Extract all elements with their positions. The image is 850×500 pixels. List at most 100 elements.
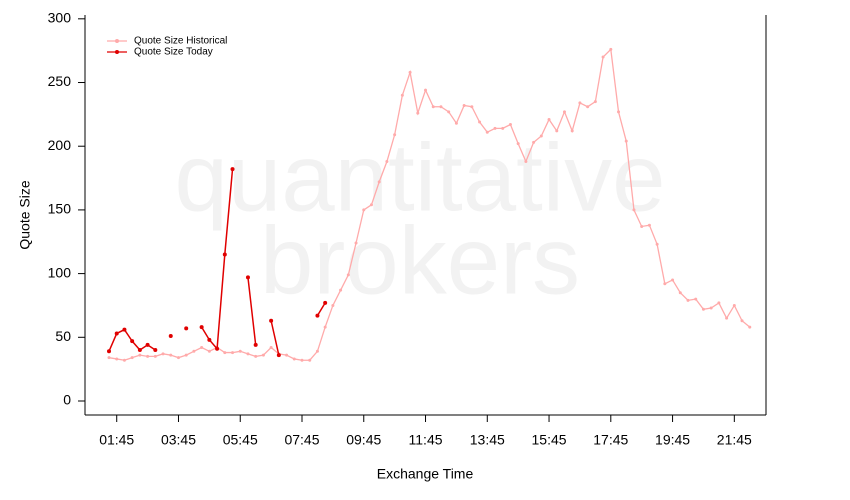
point xyxy=(501,126,505,130)
point xyxy=(222,252,227,257)
point xyxy=(508,123,512,127)
point xyxy=(192,349,196,353)
x-tick-label: 15:45 xyxy=(532,432,567,448)
point xyxy=(377,180,381,184)
point xyxy=(362,208,366,212)
x-tick-label: 09:45 xyxy=(346,432,381,448)
x-tick-label: 11:45 xyxy=(409,432,443,448)
point xyxy=(269,345,273,349)
point xyxy=(207,337,212,342)
point xyxy=(516,142,520,146)
point xyxy=(199,325,204,330)
y-tick-label: 100 xyxy=(48,264,72,280)
point xyxy=(562,110,566,114)
point xyxy=(200,345,204,349)
point xyxy=(655,242,659,246)
point xyxy=(215,346,220,351)
point xyxy=(130,339,135,344)
point xyxy=(146,354,150,358)
point xyxy=(138,353,142,357)
point xyxy=(416,111,420,115)
point xyxy=(145,342,150,347)
x-tick-label: 13:45 xyxy=(470,432,505,448)
point xyxy=(130,356,134,360)
point xyxy=(717,301,721,305)
point xyxy=(323,300,328,305)
x-axis-label: Exchange Time xyxy=(377,466,474,482)
x-tick-label: 07:45 xyxy=(284,432,319,448)
point xyxy=(732,303,736,307)
y-tick-label: 0 xyxy=(63,392,71,408)
point xyxy=(709,306,713,310)
point xyxy=(107,349,111,354)
point xyxy=(223,351,227,355)
point xyxy=(269,318,274,323)
point xyxy=(254,354,258,358)
point xyxy=(570,129,574,133)
point xyxy=(624,139,628,143)
point xyxy=(609,47,613,51)
point xyxy=(694,297,698,301)
y-tick-label: 250 xyxy=(48,73,72,89)
point xyxy=(169,353,173,357)
point xyxy=(647,223,651,227)
point xyxy=(393,133,397,137)
point xyxy=(231,351,235,355)
point xyxy=(354,241,358,245)
legend-marker xyxy=(115,39,119,43)
point xyxy=(740,319,744,323)
point xyxy=(462,103,466,107)
y-axis-label: Quote Size xyxy=(17,180,33,249)
point xyxy=(725,316,729,320)
point xyxy=(137,348,142,353)
point xyxy=(122,358,126,362)
point xyxy=(153,348,158,353)
legend-label: Quote Size Historical xyxy=(134,36,227,47)
point xyxy=(400,93,404,97)
point xyxy=(493,126,497,130)
point xyxy=(748,325,752,329)
point xyxy=(593,100,597,104)
point xyxy=(331,303,335,307)
watermark: quantitative xyxy=(174,124,665,231)
point xyxy=(323,325,327,329)
point xyxy=(678,291,682,295)
point xyxy=(300,358,304,362)
point xyxy=(663,282,667,286)
point xyxy=(686,298,690,302)
y-tick-label: 300 xyxy=(48,10,72,26)
point xyxy=(115,357,119,361)
point xyxy=(161,352,165,356)
point xyxy=(207,349,211,353)
point xyxy=(454,121,458,125)
point xyxy=(431,105,435,109)
x-tick-label: 05:45 xyxy=(223,432,258,448)
point xyxy=(346,273,350,277)
point xyxy=(539,134,543,138)
point xyxy=(339,288,343,292)
x-tick-label: 17:45 xyxy=(593,432,628,448)
point xyxy=(439,105,443,109)
point xyxy=(470,105,474,109)
point xyxy=(555,129,559,133)
point xyxy=(238,349,242,353)
point xyxy=(315,349,319,353)
point xyxy=(447,110,451,114)
point xyxy=(276,353,281,358)
x-tick-label: 21:45 xyxy=(717,432,752,448)
point xyxy=(632,208,636,212)
x-tick-label: 03:45 xyxy=(161,432,196,448)
point xyxy=(424,88,428,92)
x-tick-label: 01:45 xyxy=(99,432,134,448)
point xyxy=(285,353,289,357)
legend-marker xyxy=(115,50,119,54)
point xyxy=(485,130,489,134)
point xyxy=(245,275,250,280)
y-tick-label: 150 xyxy=(48,201,72,217)
point xyxy=(230,167,235,172)
point xyxy=(547,117,551,121)
point xyxy=(168,334,173,339)
point xyxy=(524,159,528,163)
point xyxy=(253,342,258,347)
